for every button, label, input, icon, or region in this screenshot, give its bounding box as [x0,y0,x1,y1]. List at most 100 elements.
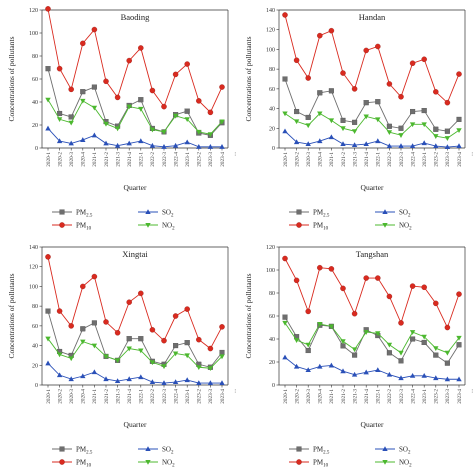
data-point [126,140,132,146]
x-tick-label: 2020-1 [283,389,289,404]
data-point [386,342,393,348]
legend-label: PM2.5 [313,209,330,219]
data-point [305,342,311,348]
x-tick-label: 2023-4 [220,152,226,167]
axis-lines [278,247,465,386]
legend-label: PM10 [313,222,329,232]
data-point [328,362,335,368]
y-tick-label: 80 [269,67,275,73]
data-point [207,109,214,116]
series-line [47,68,223,136]
y-tick-label: 120 [29,265,38,271]
x-tick-label: 2023-2 [197,152,203,167]
data-point [421,334,427,340]
x-axis-label: Quarter [361,420,384,429]
data-point [282,12,288,18]
data-point [184,61,190,67]
data-point [363,114,369,120]
data-point [305,75,311,81]
data-point [149,127,156,133]
data-point [386,350,392,356]
series-no2 [45,97,225,137]
data-point [317,322,323,327]
x-tick-label: 2021-2 [104,389,110,404]
data-point [282,314,288,320]
series-pm10 [282,255,462,331]
y-axis-label: Concentrations of pollutants [7,36,16,121]
data-point [91,84,97,90]
data-point [340,70,346,76]
x-tick-label: 2023-4 [457,152,463,167]
x-tick-label: 2020-2 [294,152,300,167]
y-tick-label: 40 [32,100,38,106]
x-tick-label: 2021-4 [364,152,370,167]
y-tick-label: 100 [29,31,38,37]
data-point [293,363,300,369]
y-tick-label: 120 [266,245,275,251]
data-point [184,377,190,383]
data-point [56,372,63,378]
legend-marker [145,223,151,228]
legend-label: SO2 [162,446,174,456]
series-so2 [282,128,462,150]
series-no2 [45,336,225,372]
data-point [219,84,225,90]
legend-marker [382,209,388,214]
data-point [196,144,202,149]
legend-item: PM2.5 [289,209,330,219]
data-point [172,113,179,119]
legend-label: SO2 [399,446,411,456]
data-point [433,375,439,381]
y-tick-label: 100 [266,268,275,274]
data-point [149,379,156,385]
data-point [386,123,392,129]
data-point [386,143,393,149]
data-point [68,120,74,126]
chart-panel-baoding: Baoding 0 20 40 60 80 100 120 Concentrations of … [7,6,237,231]
data-point [421,122,427,128]
data-point [161,129,167,135]
x-tick-label: 2020-3 [306,152,312,167]
data-point [114,358,121,364]
y-axis-label: Concentrations of pollutants [7,273,16,358]
x-tick-label: 2022-2 [150,152,156,167]
data-point [340,117,346,123]
data-point [126,346,132,352]
data-point [375,117,381,123]
x-tick-label: 2021-4 [127,152,133,167]
data-point [103,319,109,325]
y-axis-label: Concentrations of pollutants [244,36,253,121]
data-point [126,299,132,305]
x-tick-label: 2021-4 [364,389,370,404]
x-tick-label: 2023-1 [185,389,191,404]
legend-item: NO2 [138,222,175,231]
data-point [161,103,167,110]
data-point [184,139,190,145]
x-tick-ellipsis: ... [468,152,474,156]
series-line [284,258,460,329]
legend-item: PM10 [52,459,92,468]
data-point [375,275,381,281]
x-tick-label: 2022-1 [139,152,145,167]
data-point [56,138,63,144]
series-pm25 [282,76,462,134]
data-point [305,308,311,315]
y-tick-label: 140 [29,245,38,251]
data-point [80,89,86,95]
data-point [375,138,381,144]
series-line [47,310,223,368]
legend-label: NO2 [162,459,175,469]
data-point [172,71,179,78]
data-point [456,143,462,149]
data-point [421,107,427,114]
series-pm25 [282,314,462,366]
data-point [103,78,109,85]
data-point [80,339,86,345]
data-point [386,81,393,87]
data-point [433,134,439,139]
data-point [172,379,179,385]
data-point [196,336,202,343]
data-point [433,89,439,95]
data-point [103,121,109,127]
legend-item: PM10 [289,222,329,232]
